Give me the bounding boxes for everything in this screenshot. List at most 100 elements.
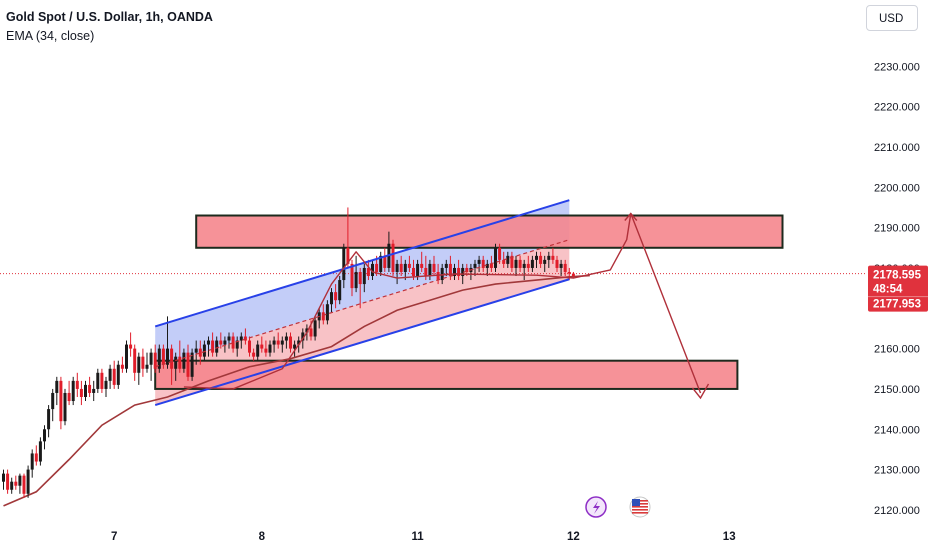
candle — [403, 259, 407, 281]
candle-body — [366, 267, 370, 277]
candle-body — [219, 340, 223, 345]
candle-body — [489, 263, 493, 268]
y-tick-label: 2140.000 — [874, 424, 920, 436]
candle — [166, 316, 169, 369]
candle-body — [153, 352, 157, 369]
candle-body — [149, 352, 153, 365]
candle — [14, 475, 18, 490]
candle — [59, 376, 63, 430]
candle — [518, 255, 522, 272]
candle — [84, 380, 87, 402]
candle-body — [555, 259, 559, 268]
candle — [207, 336, 210, 357]
candle — [510, 251, 514, 272]
candle-body — [47, 409, 51, 430]
candle — [141, 348, 145, 377]
candle-body — [14, 481, 18, 486]
y-tick-label: 2210.000 — [874, 142, 920, 154]
currency-selector[interactable]: USD — [866, 5, 918, 31]
candle-body — [391, 243, 395, 272]
candle — [38, 437, 42, 466]
candle — [407, 255, 411, 272]
candle — [526, 255, 530, 272]
symbol-title[interactable]: Gold Spot / U.S. Dollar, 1h, OANDA — [6, 10, 213, 24]
candle — [514, 255, 518, 277]
candle-body — [120, 364, 124, 369]
candle-body — [174, 356, 178, 369]
candle — [6, 469, 10, 494]
projection-peak-marker — [624, 212, 638, 221]
candle-body — [231, 336, 235, 349]
candle-body — [485, 263, 489, 268]
candle — [383, 247, 387, 272]
candle-body — [34, 453, 38, 462]
candle-body — [51, 392, 55, 410]
candle-body — [88, 384, 92, 393]
candle-body — [526, 263, 530, 268]
ema-line — [3, 274, 590, 507]
x-day-label: 11 — [412, 531, 425, 543]
candle-body — [67, 392, 71, 402]
candle-body — [186, 352, 190, 377]
candle — [268, 340, 272, 357]
candle — [223, 336, 227, 353]
candle-body — [330, 292, 333, 305]
dividend-event-icon[interactable] — [585, 496, 607, 518]
candle-body — [559, 263, 563, 268]
candle-body — [71, 380, 75, 402]
candle-body — [416, 263, 420, 277]
indicator-label[interactable]: EMA (34, close) — [6, 29, 95, 43]
candle — [272, 336, 276, 353]
y-tick-label: 2130.000 — [874, 465, 920, 477]
projection-arrow-head — [691, 383, 710, 400]
candle — [420, 251, 424, 272]
candle-body — [18, 475, 22, 486]
candle — [428, 259, 432, 281]
candle — [43, 425, 46, 450]
candle — [149, 348, 153, 381]
candle — [366, 259, 370, 281]
candle — [342, 243, 346, 289]
candle — [260, 336, 264, 353]
candle — [543, 255, 547, 272]
candle-body — [182, 352, 186, 369]
candle-body — [309, 328, 313, 337]
candle — [215, 336, 219, 357]
x-day-label: 12 — [567, 531, 580, 543]
candle — [485, 259, 489, 277]
candle — [96, 368, 100, 393]
candle — [289, 332, 292, 353]
candle-body — [535, 255, 538, 260]
candle — [182, 348, 186, 373]
candle — [399, 255, 403, 277]
candle — [379, 251, 383, 277]
candle — [276, 332, 280, 349]
candle-body — [354, 271, 358, 289]
candle-body — [79, 388, 83, 397]
candle — [170, 344, 174, 385]
candle-body — [59, 380, 63, 422]
candle-body — [84, 384, 87, 397]
candle — [194, 340, 198, 365]
candle — [563, 259, 567, 277]
overlay-layer — [154, 199, 710, 407]
candle-body — [256, 344, 260, 357]
channel-lower-line — [154, 278, 570, 407]
candle-body — [63, 392, 67, 422]
candle-body — [424, 267, 428, 277]
candle-body — [453, 267, 456, 277]
us-flag-event-icon[interactable] — [629, 496, 651, 518]
candle-body — [375, 263, 379, 272]
candle — [571, 271, 575, 279]
candle — [10, 477, 14, 494]
candle-body — [26, 469, 30, 494]
candle-body — [75, 380, 79, 389]
candle — [190, 348, 194, 381]
candle — [47, 405, 51, 438]
candle-body — [10, 481, 14, 490]
candle — [231, 332, 235, 353]
price-tag-value: 2178.595 — [873, 270, 922, 282]
candle-body — [22, 475, 26, 494]
candle-body — [194, 348, 198, 353]
